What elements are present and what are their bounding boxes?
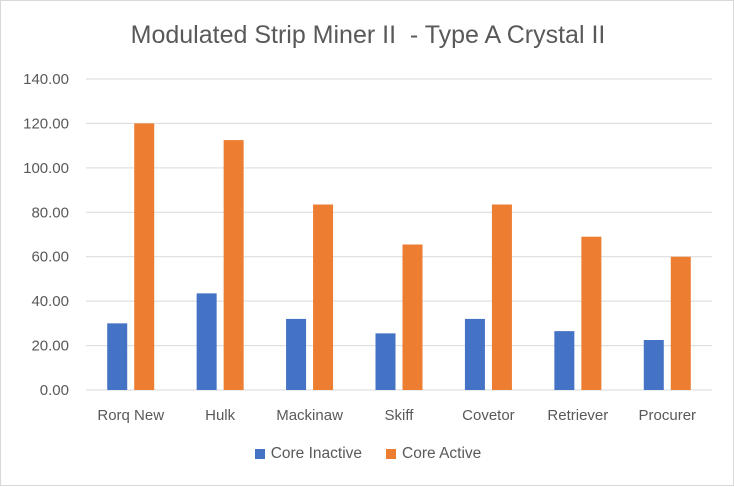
bar-core-inactive-5 bbox=[554, 331, 575, 390]
y-tick-label: 80.00 bbox=[31, 204, 69, 221]
bar-core-inactive-4 bbox=[464, 318, 485, 390]
x-tick-label: Covetor bbox=[462, 407, 515, 424]
y-tick-label: 60.00 bbox=[31, 249, 69, 266]
legend-swatch-core-inactive bbox=[254, 449, 265, 459]
x-tick-label: Procurer bbox=[639, 407, 697, 424]
chart-title: Modulated Strip Miner II - Type A Crysta… bbox=[130, 21, 606, 49]
x-tick-label: Retriever bbox=[547, 407, 608, 424]
y-tick-label: 120.00 bbox=[23, 115, 69, 132]
y-tick-label: 0.00 bbox=[40, 382, 69, 399]
bar-core-inactive-3 bbox=[375, 333, 396, 390]
bar-core-active-2 bbox=[313, 204, 334, 390]
bar-core-active-5 bbox=[581, 236, 602, 390]
x-tick-label: Mackinaw bbox=[276, 407, 343, 424]
legend-label-core-active: Core Active bbox=[402, 445, 482, 462]
bar-core-active-1 bbox=[223, 140, 244, 390]
y-tick-label: 40.00 bbox=[31, 293, 69, 310]
bar-core-inactive-1 bbox=[196, 293, 217, 390]
x-tick-label: Hulk bbox=[205, 407, 236, 424]
y-tick-label: 100.00 bbox=[23, 160, 69, 177]
legend-label-core-inactive: Core Inactive bbox=[270, 445, 363, 462]
bar-core-inactive-2 bbox=[286, 318, 307, 390]
x-tick-label: Rorq New bbox=[97, 407, 164, 424]
bar-core-active-6 bbox=[670, 256, 691, 390]
bar-core-inactive-0 bbox=[107, 323, 128, 390]
bar-core-active-0 bbox=[134, 123, 155, 390]
bar-core-inactive-6 bbox=[643, 340, 664, 390]
legend-item-core-active: Core Active bbox=[386, 445, 481, 463]
bar-core-active-4 bbox=[491, 204, 512, 390]
legend-swatch-core-active bbox=[386, 449, 397, 459]
y-tick-label: 20.00 bbox=[31, 338, 69, 355]
x-tick-label: Skiff bbox=[385, 407, 415, 424]
legend-item-core-inactive: Core Inactive bbox=[254, 445, 363, 463]
legend: Core Inactive Core Active bbox=[1, 445, 734, 463]
y-tick-label: 140.00 bbox=[23, 71, 69, 88]
bar-core-active-3 bbox=[402, 244, 423, 390]
